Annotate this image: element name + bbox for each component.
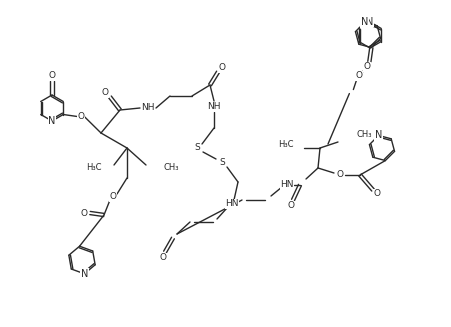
Text: O: O: [159, 253, 166, 263]
Text: O: O: [78, 112, 85, 121]
Text: O: O: [355, 71, 362, 80]
Text: NH: NH: [207, 102, 220, 112]
Text: CH₃: CH₃: [164, 164, 179, 173]
Text: O: O: [363, 62, 370, 71]
Text: H₃C: H₃C: [86, 164, 102, 173]
Text: O: O: [373, 190, 380, 198]
Text: O: O: [287, 201, 294, 211]
Text: S: S: [219, 159, 225, 167]
Text: O: O: [336, 170, 343, 180]
Text: S: S: [193, 144, 199, 152]
Text: O: O: [48, 72, 55, 80]
Text: H₃C: H₃C: [278, 141, 293, 149]
Text: HN: HN: [225, 199, 238, 209]
Text: O: O: [101, 89, 108, 97]
Text: NH: NH: [141, 104, 154, 112]
Text: O: O: [80, 209, 87, 217]
Text: CH₃: CH₃: [356, 130, 372, 140]
Text: O: O: [218, 63, 225, 73]
Text: N: N: [374, 130, 382, 140]
Text: N: N: [360, 17, 368, 27]
Text: N: N: [48, 116, 55, 126]
Text: N: N: [365, 17, 373, 27]
Text: N: N: [81, 269, 88, 279]
Text: HN: HN: [280, 181, 293, 190]
Text: O: O: [109, 193, 116, 201]
